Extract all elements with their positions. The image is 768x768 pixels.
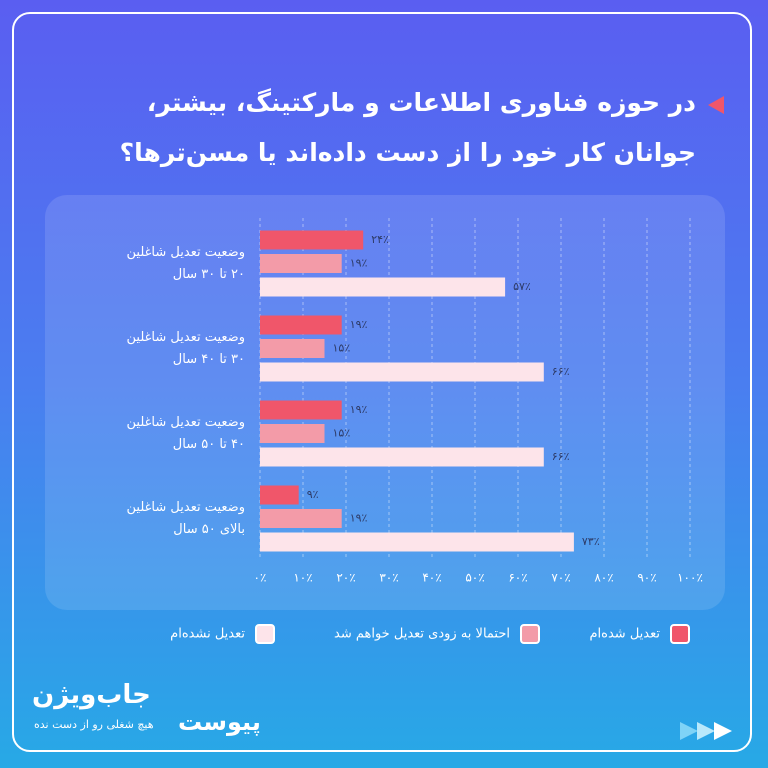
frame	[12, 12, 752, 752]
category-label: وضعیت تعدیل شاغلین ۴۰ تا ۵۰ سال	[126, 414, 246, 452]
value-label: ۱۹٪	[350, 257, 368, 270]
bar	[260, 339, 325, 358]
bar	[260, 254, 342, 273]
chart-title: در حوزه فناوری اطلاعات و مارکتینگ، بیشتر…	[119, 88, 696, 167]
x-tick-label: ۷۰٪	[551, 571, 570, 585]
legend-label: تعدیل شده‌ام	[589, 626, 661, 642]
bar	[260, 509, 342, 528]
x-tick-label: ۰٪	[254, 571, 267, 585]
value-label: ۶۶٪	[552, 365, 570, 378]
legend-label: احتمالا به زودی تعدیل خواهم شد	[334, 626, 510, 642]
x-tick-label: ۱۰٪	[293, 571, 312, 585]
value-label: ۶۶٪	[552, 450, 570, 463]
x-tick-label: ۴۰٪	[422, 571, 441, 585]
bar	[260, 532, 574, 552]
legend-swatch	[670, 624, 690, 644]
x-tick-label: ۳۰٪	[379, 571, 398, 585]
value-label: ۹٪	[307, 488, 319, 501]
bar	[260, 315, 342, 335]
legend-label: تعدیل نشده‌ام	[170, 626, 245, 642]
value-label: ۲۴٪	[371, 233, 389, 246]
bar	[260, 447, 544, 467]
title-icon	[708, 96, 724, 114]
value-label: ۷۳٪	[582, 535, 600, 548]
x-tick-label: ۲۰٪	[336, 571, 355, 585]
value-label: ۱۹٪	[350, 512, 368, 525]
category-label: وضعیت تعدیل شاغلین بالای ۵۰ سال	[126, 499, 246, 537]
x-tick-label: ۸۰٪	[594, 571, 613, 585]
brand-logo: جاب‌ویژن	[32, 680, 151, 710]
bar	[260, 362, 544, 382]
partner-logo: پیوست	[178, 708, 261, 736]
legend-swatch	[255, 624, 275, 644]
value-label: ۱۵٪	[333, 427, 351, 440]
value-label: ۵۷٪	[513, 280, 531, 293]
x-tick-label: ۹۰٪	[637, 571, 656, 585]
x-tick-label: ۱۰۰٪	[677, 571, 703, 585]
x-tick-label: ۶۰٪	[508, 571, 527, 585]
bar	[260, 277, 506, 297]
bar	[260, 424, 325, 443]
value-label: ۱۹٪	[350, 318, 368, 331]
bar	[260, 485, 299, 505]
category-label: وضعیت تعدیل شاغلین ۳۰ تا ۴۰ سال	[126, 329, 246, 367]
category-label: وضعیت تعدیل شاغلین ۲۰ تا ۳۰ سال	[126, 244, 246, 282]
brand-tagline: هیچ شغلی رو از دست نده	[34, 718, 154, 731]
value-label: ۱۹٪	[350, 403, 368, 416]
legend-swatch	[520, 624, 540, 644]
bar	[260, 400, 342, 420]
value-label: ۱۵٪	[333, 342, 351, 355]
x-tick-label: ۵۰٪	[465, 571, 484, 585]
bar	[260, 230, 364, 250]
